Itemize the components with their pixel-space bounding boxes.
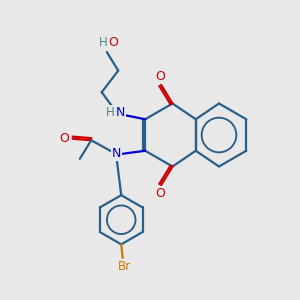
Text: O: O — [59, 132, 69, 145]
Text: H: H — [105, 106, 114, 119]
Text: N: N — [116, 106, 125, 119]
Text: O: O — [156, 187, 165, 200]
Text: H: H — [99, 36, 108, 49]
Text: O: O — [109, 36, 118, 49]
Text: N: N — [112, 147, 122, 160]
Text: Br: Br — [118, 260, 131, 273]
Text: O: O — [156, 70, 165, 83]
